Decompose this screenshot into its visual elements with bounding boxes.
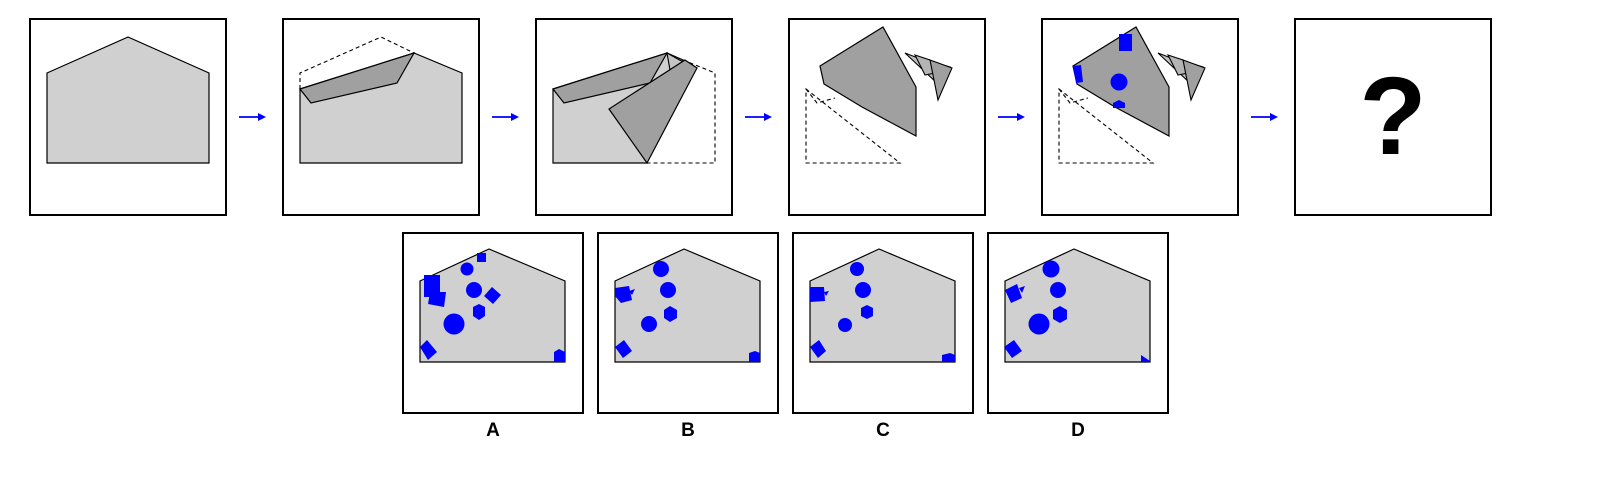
arrow-right-icon [492,113,519,121]
step-1-panel [29,18,227,216]
option-c[interactable] [792,232,974,414]
step-2-panel [282,18,480,216]
option-d[interactable] [987,232,1169,414]
punch-rect-mark [1119,34,1132,51]
fold-diagram-1 [298,36,463,164]
punch-circle-mark [1110,73,1128,91]
fold-diagram-punched [1058,26,1206,164]
pentagon-paper [46,36,210,164]
step-6-panel: ? [1294,18,1492,216]
step-5-panel [1041,18,1239,216]
option-c-label: C [876,420,890,441]
option-a-label: A [486,420,500,441]
arrow-right-icon [998,113,1025,121]
question-mark: ? [1359,55,1427,178]
step-3-panel [535,18,733,216]
punch-hexagon-mark [1113,100,1125,108]
option-a-diagram [419,248,566,363]
arrow-right-icon [745,113,772,121]
arrow-right-icon [1251,113,1278,121]
option-b-label: B [681,420,695,441]
option-d-diagram [1004,248,1151,363]
option-b-diagram [614,248,761,363]
fold-diagram-3 [805,26,953,164]
option-d-label: D [1071,420,1085,441]
option-b[interactable] [597,232,779,414]
fold-diagram-2 [551,51,716,165]
punch-wedge-mark [1073,65,1083,83]
option-c-diagram [809,248,956,363]
arrow-right-icon [239,113,266,121]
step-4-panel [788,18,986,216]
option-a[interactable] [402,232,584,414]
